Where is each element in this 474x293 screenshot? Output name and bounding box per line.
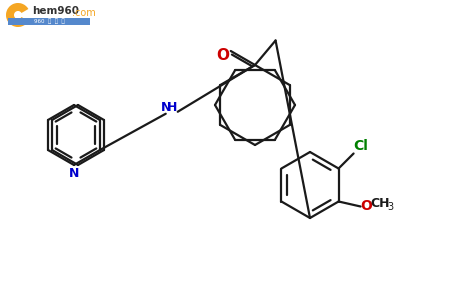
Text: 960  化  工  网: 960 化 工 网 [34,19,64,24]
Text: O: O [361,198,373,212]
Text: H: H [166,101,177,114]
Wedge shape [6,3,28,27]
Text: CH: CH [371,197,390,210]
Text: N: N [161,101,171,114]
Text: N: N [69,167,79,180]
Text: .com: .com [72,8,96,18]
Text: Cl: Cl [353,139,368,154]
FancyBboxPatch shape [8,18,90,25]
Text: 3: 3 [388,202,393,212]
Text: hem960: hem960 [32,6,79,16]
Text: O: O [216,49,229,64]
